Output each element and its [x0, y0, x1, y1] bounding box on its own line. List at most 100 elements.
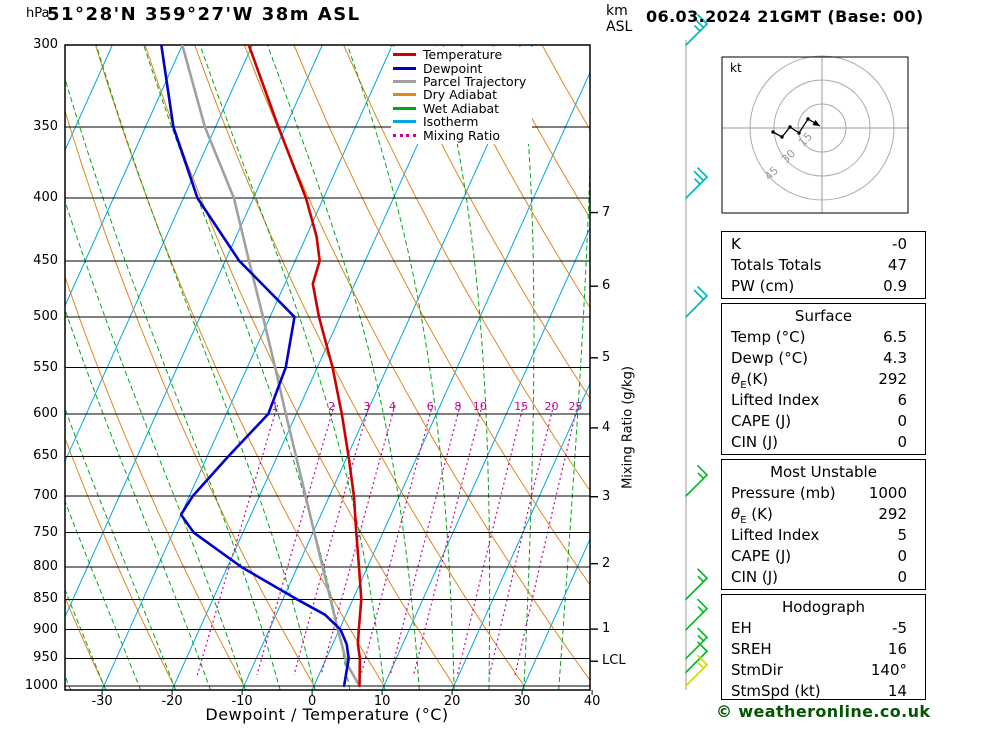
hodograph-unit-label: kt	[730, 61, 742, 75]
sounding-curves	[160, 45, 363, 688]
altitude-tick-label: 7	[602, 204, 611, 220]
altitude-tick-label: 4	[602, 419, 611, 435]
stat-row: Pressure (mb) 1000	[722, 483, 925, 504]
stat-row: PW (cm) 0.9	[722, 276, 925, 297]
legend-item: Dewpoint	[393, 60, 526, 76]
legend-item: Mixing Ratio	[393, 127, 526, 143]
legend-label: Temperature	[423, 47, 503, 63]
stat-row: Lifted Index 6	[722, 390, 925, 411]
stat-label: CAPE (J)	[731, 412, 792, 430]
stat-label: PW (cm)	[731, 277, 795, 295]
altitude-unit-label: km ASL	[606, 3, 632, 35]
stat-value: -5	[892, 619, 907, 637]
temperature-tick-label: 30	[513, 694, 531, 709]
legend-line-sample	[393, 106, 416, 110]
pressure-tick-label: 550	[33, 359, 58, 375]
pressure-tick-label: 900	[33, 621, 58, 637]
stat-value: 292	[878, 370, 907, 388]
pressure-tick-label: 600	[33, 405, 58, 421]
hodograph-table-title: Hodograph	[781, 598, 866, 616]
mixing-ratio-value-label: 3	[363, 400, 370, 413]
stat-label: EH	[731, 619, 752, 637]
stat-value: 5	[897, 526, 907, 544]
legend-label: Dry Adiabat	[423, 87, 498, 103]
stat-label: StmSpd (kt)	[731, 682, 821, 700]
stat-row: StmDir 140°	[722, 660, 925, 681]
hodograph-arrowhead	[812, 119, 820, 126]
legend-line-sample	[393, 79, 416, 83]
stat-value: 6	[897, 391, 907, 409]
wind-barb	[685, 627, 708, 660]
stat-row: CIN (J) 0	[722, 432, 925, 453]
hodograph-table: Hodograph EH -5 SREH 16 StmDir 140° StmSpd (kt…	[721, 594, 926, 700]
temperature-tick-label: 40	[583, 694, 601, 709]
temperature-curve	[247, 45, 363, 688]
stat-value: 1000	[868, 484, 907, 502]
km-axis-ticks	[590, 211, 598, 662]
mixing-ratio-value-label: 8	[454, 400, 461, 413]
indices-table: K -0 Totals Totals 47 PW (cm) 0.9	[721, 231, 926, 299]
mixing-ratio-lines	[196, 404, 579, 676]
stat-row: Totals Totals 47	[722, 255, 925, 276]
hodograph-ring-label: 45	[762, 164, 781, 183]
legend-item: Temperature	[393, 47, 526, 63]
temperature-tick-label: -30	[91, 694, 113, 709]
stat-value: 6.5	[883, 328, 907, 346]
legend-line-sample	[393, 120, 416, 124]
legend-label: Dewpoint	[423, 60, 483, 76]
legend-label: Parcel Trajectory	[423, 73, 527, 89]
stat-label: Lifted Index	[731, 391, 820, 409]
plot-frame	[64, 44, 591, 691]
stat-row: CAPE (J) 0	[722, 411, 925, 432]
stat-label: Totals Totals	[731, 256, 822, 274]
pressure-tick-label: 700	[33, 487, 58, 503]
legend-line-sample	[393, 53, 416, 57]
stat-value: 292	[878, 505, 907, 523]
legend-item: Isotherm	[393, 114, 526, 130]
pressure-unit-label: hPa	[26, 6, 50, 21]
stat-row: K -0	[722, 234, 925, 255]
stat-label: θE(K)	[731, 370, 769, 391]
temperature-tick-label: 20	[443, 694, 461, 709]
stat-label: StmDir	[731, 661, 783, 679]
stat-label: Temp (°C)	[731, 328, 806, 346]
stat-row: CIN (J) 0	[722, 567, 925, 588]
stat-value: 47	[887, 256, 907, 274]
stat-value: 0	[897, 412, 907, 430]
mixing-ratio-value-label: 1	[271, 400, 278, 413]
altitude-tick-label: 3	[602, 488, 611, 504]
mixing-ratio-value-label: 20	[544, 400, 558, 413]
stat-row: θE(K) 292	[722, 369, 925, 391]
stat-value: 0	[897, 547, 907, 565]
altitude-tick-label: 1	[602, 621, 611, 637]
wind-barb	[685, 286, 708, 318]
most-unstable-table-title: Most Unstable	[770, 463, 877, 481]
hodograph-ring	[749, 55, 895, 201]
legend-item: Parcel Trajectory	[393, 73, 527, 89]
wind-barb	[685, 14, 708, 46]
parcel-trajectory-curve	[181, 45, 361, 688]
lcl-label: LCL	[602, 653, 626, 669]
pressure-tick-label: 1000	[24, 677, 58, 693]
wind-barb	[685, 167, 708, 199]
wind-barb	[685, 465, 708, 497]
hodograph-ring-label: 30	[779, 147, 798, 166]
legend-label: Isotherm	[423, 114, 479, 130]
mixing-ratio-value-label: 4	[389, 400, 396, 413]
pressure-tick-label: 850	[33, 591, 58, 607]
mixing-ratio-axis-title: Mixing Ratio (g/kg)	[620, 366, 636, 489]
stat-value: 0	[897, 433, 907, 451]
pressure-tick-label: 750	[33, 524, 58, 540]
copyright: © weatheronline.co.uk	[716, 702, 931, 721]
legend-line-sample	[393, 66, 416, 70]
stat-value: 0.9	[883, 277, 907, 295]
pressure-tick-label: 950	[33, 650, 58, 666]
stat-label: Dewp (°C)	[731, 349, 809, 367]
stat-label: CIN (J)	[731, 433, 779, 451]
mixing-ratio-value-labels: 1 2 3 4 6 8 10 15 20 25	[271, 400, 582, 413]
mixing-ratio-value-label: 6	[427, 400, 434, 413]
pressure-tick-label: 450	[33, 252, 58, 268]
legend-label: Mixing Ratio	[423, 127, 501, 143]
datetime-label: 06.03.2024 21GMT (Base: 00)	[646, 7, 924, 26]
